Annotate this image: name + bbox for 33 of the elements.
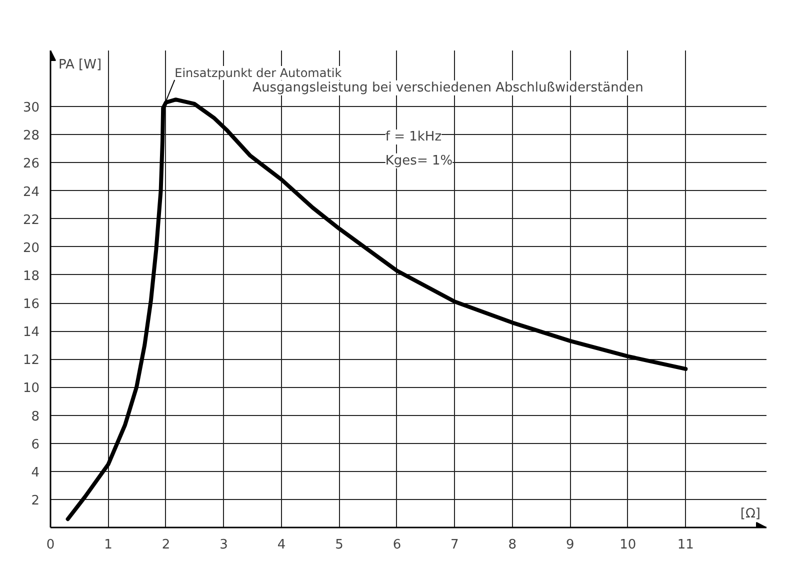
- y-tick-label: 18: [22, 268, 40, 284]
- x-tick-label: 11: [677, 538, 694, 552]
- y-axis-title: PA [W]: [58, 58, 102, 72]
- x-tick-label: 7: [450, 538, 459, 552]
- annotation: Kges= 1%: [385, 153, 453, 168]
- x-tick-label: 1: [104, 538, 112, 552]
- y-tick-label: 22: [22, 212, 40, 228]
- annotation: f = 1kHz: [385, 129, 442, 144]
- y-tick-label: 24: [22, 184, 40, 200]
- y-tick-label: 12: [22, 353, 40, 368]
- x-tick-label: 8: [508, 538, 517, 552]
- x-tick-label: 10: [620, 538, 636, 552]
- y-tick-label: 10: [22, 381, 40, 396]
- y-tick-label: 14: [22, 325, 40, 340]
- y-tick-label: 4: [31, 465, 40, 480]
- y-tick-label: 20: [22, 240, 40, 256]
- y-tick-label: 8: [31, 409, 40, 424]
- y-tick-label: 16: [22, 297, 40, 312]
- y-tick-label: 26: [22, 156, 40, 172]
- x-tick-label: 5: [335, 538, 344, 552]
- y-tick-label: 2: [31, 493, 40, 508]
- x-tick-label: 0: [46, 538, 55, 552]
- text: Ausgangsleistung bei verschiedenen Abschlußwiderständen: [252, 80, 644, 96]
- x-tick-label: 3: [220, 538, 228, 552]
- x-tick-label: 4: [277, 538, 286, 552]
- annotation: Einsatzpunkt der Automatik: [174, 66, 342, 80]
- x-tick-label: 2: [162, 538, 170, 552]
- y-tick-label: 30: [22, 100, 40, 116]
- y-tick-label: 28: [22, 128, 40, 144]
- x-tick-label: 9: [566, 538, 574, 552]
- x-tick-label: 6: [392, 538, 402, 552]
- y-tick-label: 6: [31, 437, 40, 452]
- x-axis-title: [Ω]: [740, 506, 760, 522]
